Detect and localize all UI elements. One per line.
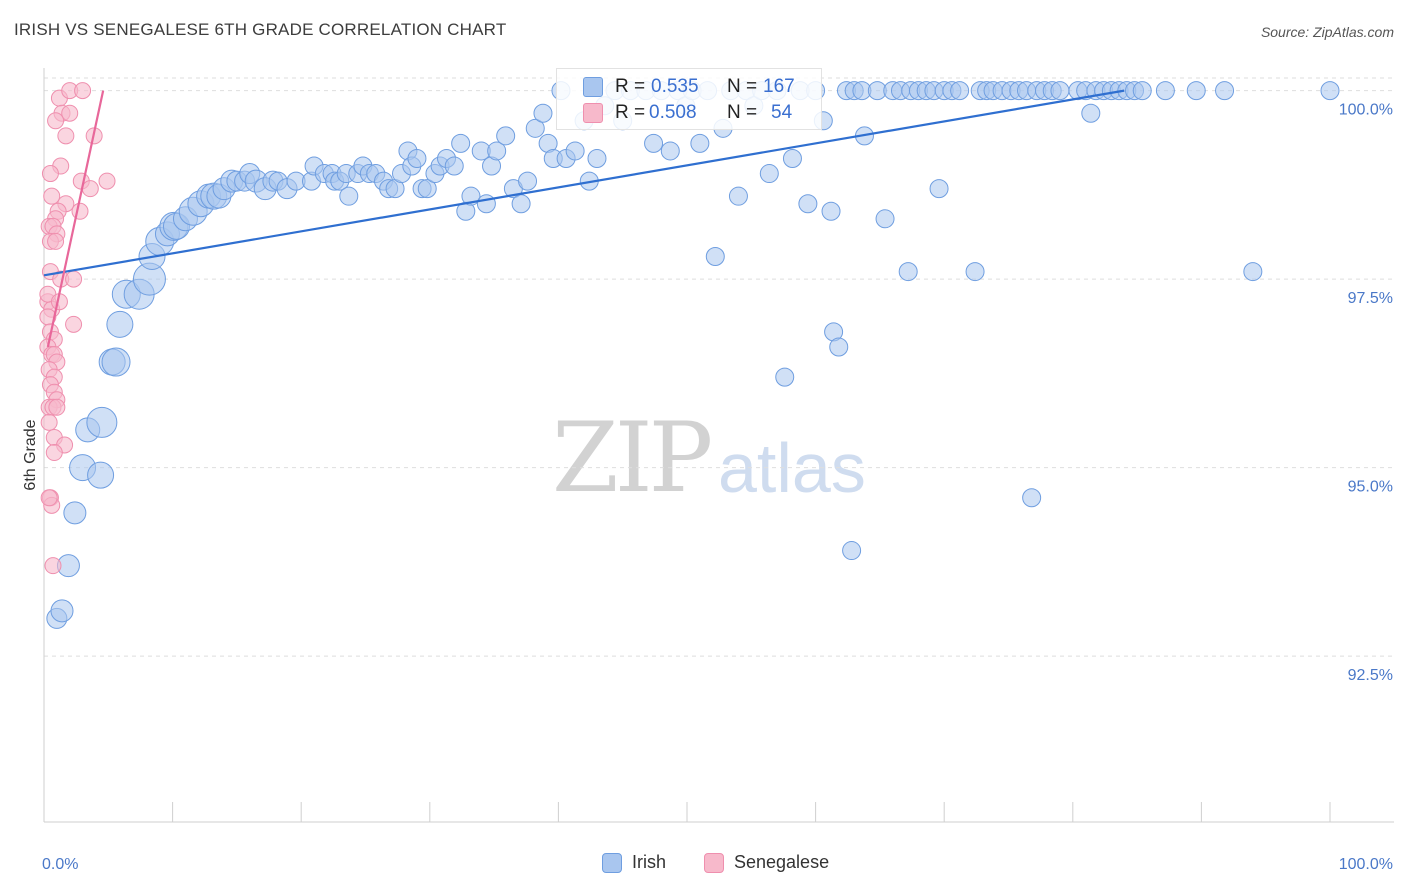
irish-point	[487, 141, 507, 161]
watermark-zip: ZIP	[552, 402, 713, 514]
irish-point	[782, 148, 802, 168]
senegalese-point	[43, 187, 61, 205]
irish-point	[511, 194, 531, 214]
irish-point	[690, 133, 710, 153]
irish-point	[496, 126, 516, 146]
senegalese-point	[81, 180, 99, 198]
irish-point	[476, 194, 496, 214]
source-label: Source: ZipAtlas.com	[1260, 24, 1394, 40]
irish-point	[533, 103, 553, 123]
irish-point	[821, 201, 841, 221]
label-layer: 92.5% 95.0% 97.5% 100.0% 0.0% 100.0% 6th Grade	[22, 102, 1393, 873]
senegalese-point	[74, 82, 92, 100]
y-axis-title: 6th Grade	[22, 419, 39, 490]
irish-point	[565, 141, 585, 161]
stats-row-irish: R = 0.535 N = 167	[557, 74, 821, 100]
senegalese-point	[47, 232, 65, 250]
irish-point	[842, 541, 862, 561]
y-tick-label: 100.0%	[1339, 102, 1393, 119]
legend-item-senegalese[interactable]: Senegalese	[704, 852, 829, 873]
irish-point	[728, 186, 748, 206]
irish-point	[950, 81, 970, 101]
irish-point	[1022, 488, 1042, 508]
irish-point	[87, 461, 115, 489]
irish-r-label: R =	[615, 76, 646, 97]
senegalese-point	[65, 315, 83, 333]
senegalese-point	[44, 557, 62, 575]
irish-point	[63, 501, 87, 525]
chart-title: IRISH VS SENEGALESE 6TH GRADE CORRELATIO…	[14, 20, 507, 39]
senegalese-n-value: 54	[771, 102, 793, 123]
x-tick-label: 100.0%	[1339, 856, 1393, 873]
irish-point	[451, 133, 471, 153]
senegalese-point	[57, 127, 75, 145]
irish-r-value: 0.535	[651, 76, 699, 97]
irish-trend-line	[43, 89, 1125, 277]
irish-point	[1215, 81, 1235, 101]
irish-point	[417, 179, 437, 199]
irish-point	[1081, 103, 1101, 123]
irish-point	[1320, 81, 1340, 101]
irish-point	[50, 599, 74, 623]
irish-point	[101, 347, 131, 377]
irish-point	[705, 247, 725, 266]
irish-point	[759, 164, 779, 184]
irish-point	[898, 262, 918, 282]
irish-point	[1050, 81, 1070, 101]
irish-point	[1243, 262, 1263, 282]
irish-point	[1132, 81, 1152, 101]
irish-point	[407, 148, 427, 168]
irish-point	[965, 262, 985, 282]
irish-point	[444, 156, 464, 176]
senegalese-point	[48, 398, 66, 416]
senegalese-point	[47, 112, 65, 130]
senegalese-point	[71, 202, 89, 220]
y-tick-label: 92.5%	[1348, 667, 1393, 684]
senegalese-n-label: N =	[727, 102, 758, 123]
irish-n-value: 167	[763, 76, 795, 97]
irish-n-label: N =	[727, 76, 758, 97]
irish-point	[525, 118, 545, 138]
irish-point	[86, 406, 118, 438]
senegalese-point	[40, 489, 58, 507]
legend-label-senegalese: Senegalese	[734, 852, 830, 872]
y-tick-label: 95.0%	[1348, 479, 1393, 496]
irish-point	[829, 337, 849, 357]
stats-box: R = 0.535 N = 167 R = 0.508 N = 54	[556, 68, 822, 130]
irish-point	[798, 194, 818, 214]
trend-layer	[43, 89, 1125, 348]
irish-point	[660, 141, 680, 161]
irish-point	[875, 209, 895, 229]
legend-swatch-senegalese	[704, 852, 724, 873]
irish-point	[518, 171, 538, 191]
irish-point	[929, 179, 949, 199]
irish-stats-swatch	[583, 77, 603, 97]
senegalese-stats-swatch	[583, 103, 603, 123]
senegalese-point	[65, 270, 83, 288]
senegalese-r-value: 0.508	[649, 102, 697, 123]
irish-point	[339, 186, 359, 206]
senegalese-r-label: R =	[615, 102, 646, 123]
legend-swatch-irish	[602, 852, 622, 873]
irish-point	[1186, 81, 1206, 101]
senegalese-point	[61, 104, 79, 122]
points-layer	[39, 81, 1340, 629]
irish-point	[644, 133, 664, 153]
senegalese-trend-line	[46, 90, 105, 348]
irish-point	[106, 310, 134, 338]
stats-row-senegalese: R = 0.508 N = 54	[557, 100, 821, 126]
senegalese-point	[41, 165, 59, 183]
irish-point	[1155, 81, 1175, 101]
legend-label-irish: Irish	[632, 852, 667, 872]
senegalese-point	[98, 172, 116, 190]
senegalese-point	[40, 413, 58, 431]
irish-point	[775, 367, 795, 387]
y-tick-label: 97.5%	[1348, 290, 1393, 307]
x-tick-label: 0.0%	[42, 856, 78, 873]
irish-point	[587, 148, 607, 168]
legend-item-irish[interactable]: Irish	[602, 852, 666, 873]
legend: Irish Senegalese	[0, 852, 1406, 878]
senegalese-point	[45, 444, 63, 462]
